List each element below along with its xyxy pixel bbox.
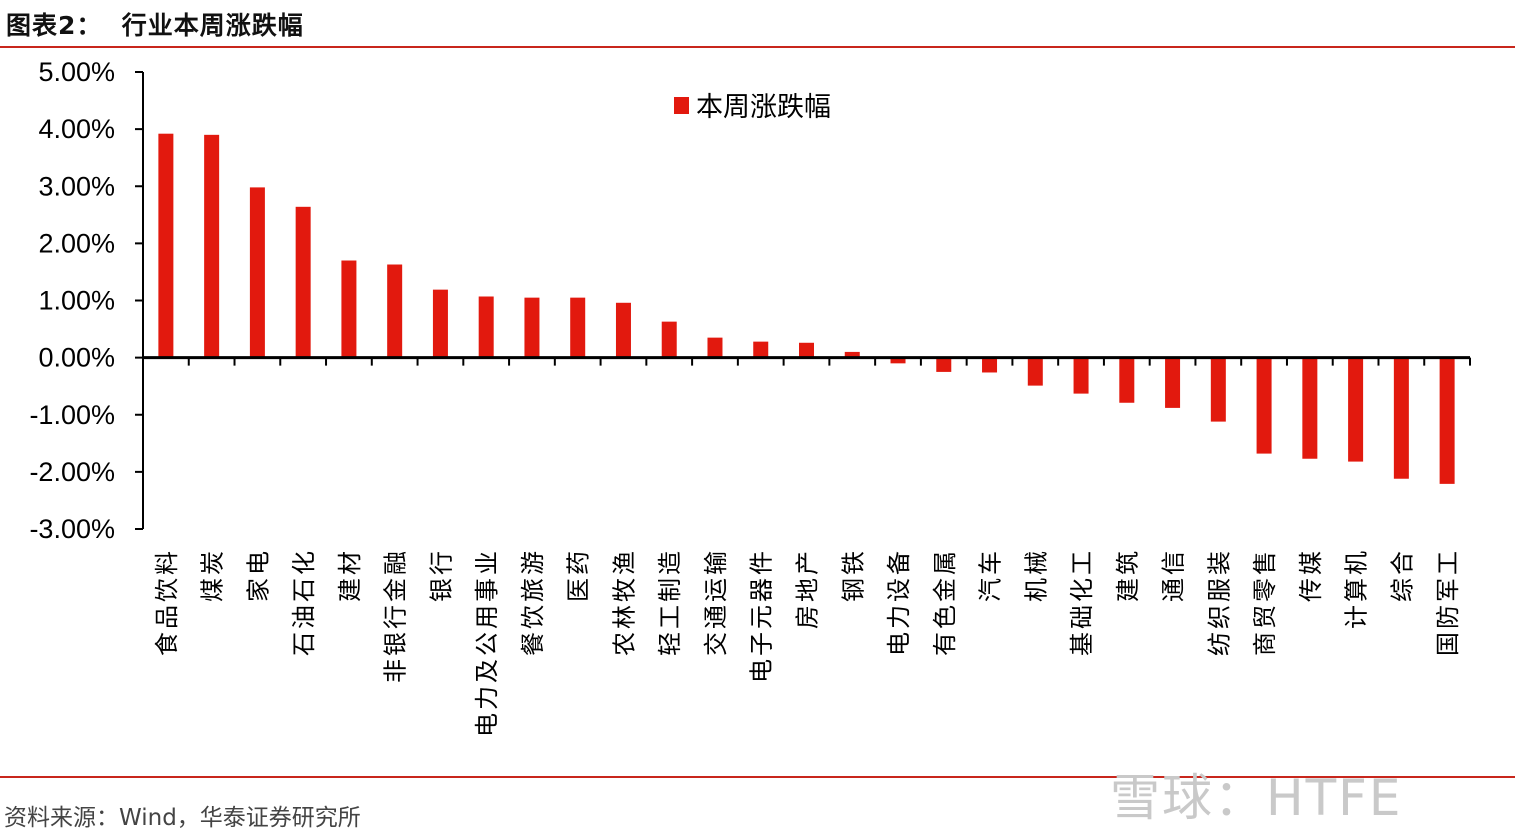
legend: 本周涨跌幅 [674, 92, 831, 123]
y-tick-label: 3.00% [38, 171, 115, 201]
bar-医药 [570, 297, 586, 358]
x-tick-label: 钢铁 [839, 548, 867, 602]
bar-商贸零售 [1256, 357, 1272, 454]
x-tick-label: 非银行金融 [382, 548, 410, 683]
bar-计算机 [1348, 357, 1364, 462]
y-tick-label: -1.00% [29, 400, 115, 430]
x-tick-label: 石油石化 [290, 548, 318, 656]
y-tick-label: 5.00% [38, 57, 115, 87]
x-tick-label: 国防军工 [1434, 548, 1462, 656]
x-tick-label: 建筑 [1114, 548, 1142, 602]
bar-家电 [249, 187, 265, 358]
y-tick-label: 2.00% [38, 228, 115, 258]
x-tick-label: 轻工制造 [656, 548, 684, 656]
x-tick-label: 房地产 [794, 548, 822, 629]
watermark: 雪球：HTFE [1110, 769, 1403, 827]
bar-房地产 [799, 342, 814, 358]
bar-交通运输 [707, 337, 723, 358]
y-tick-label: -2.00% [29, 457, 115, 487]
y-tick-label: 0.00% [38, 343, 115, 373]
source-note: 资料来源：Wind，华泰证券研究所 [4, 805, 361, 831]
x-tick-label: 食品饮料 [153, 548, 181, 656]
x-tick-label: 建材 [336, 548, 364, 602]
x-tick-label: 家电 [244, 548, 272, 602]
x-tick-label: 煤炭 [199, 548, 227, 602]
legend-label: 本周涨跌幅 [696, 92, 831, 123]
bar-电力设备 [890, 357, 906, 364]
x-tick-label: 电力设备 [885, 548, 913, 656]
x-tick-label: 电力及公用事业 [473, 548, 501, 737]
x-tick-label: 纺织服装 [1205, 548, 1233, 656]
x-tick-label: 计算机 [1343, 548, 1371, 629]
bar-石油石化 [295, 206, 311, 358]
bar-建材 [341, 260, 357, 358]
x-tick-label: 汽车 [977, 548, 1005, 602]
x-tick-label: 有色金属 [931, 548, 959, 656]
bar-纺织服装 [1210, 357, 1226, 422]
y-tick-label: 1.00% [38, 286, 115, 316]
x-tick-label: 电子元器件 [748, 548, 776, 683]
y-tick-label: 4.00% [38, 114, 115, 144]
bar-有色金属 [936, 357, 952, 372]
bar-餐饮旅游 [524, 297, 540, 358]
bar-通信 [1165, 357, 1181, 408]
bar-电力及公用事业 [478, 296, 494, 358]
x-tick-label: 银行 [427, 548, 455, 602]
y-tick-label: -3.00% [29, 514, 115, 544]
x-tick-label: 商贸零售 [1251, 548, 1279, 656]
x-tick-label: 综合 [1388, 548, 1416, 602]
bar-汽车 [982, 357, 998, 373]
bar-国防军工 [1439, 357, 1455, 484]
bar-银行 [432, 289, 448, 358]
footer-divider [0, 776, 1515, 778]
figure-title: 图表2： 行业本周涨跌幅 [6, 11, 304, 40]
x-tick-label: 传媒 [1297, 548, 1325, 602]
x-tick-label: 医药 [565, 548, 593, 602]
legend-swatch [674, 97, 689, 114]
x-tick-label: 机械 [1022, 548, 1050, 602]
x-tick-label: 农林牧渔 [610, 548, 638, 656]
bar-基础化工 [1073, 357, 1089, 394]
bar-钢铁 [844, 351, 860, 358]
bar-综合 [1393, 357, 1409, 479]
bar-煤炭 [204, 134, 220, 358]
bar-建筑 [1119, 357, 1135, 403]
bar-食品饮料 [158, 133, 174, 358]
bar-轻工制造 [661, 321, 677, 358]
x-tick-label: 交通运输 [702, 548, 730, 656]
bar-传媒 [1302, 357, 1318, 459]
x-tick-label: 基础化工 [1068, 548, 1096, 656]
x-tick-label: 通信 [1160, 548, 1188, 602]
title-divider [0, 46, 1515, 48]
bar-电子元器件 [753, 341, 769, 358]
bar-非银行金融 [387, 264, 403, 358]
bar-农林牧渔 [615, 302, 631, 358]
bar-机械 [1027, 357, 1043, 386]
x-tick-label: 餐饮旅游 [519, 548, 547, 656]
